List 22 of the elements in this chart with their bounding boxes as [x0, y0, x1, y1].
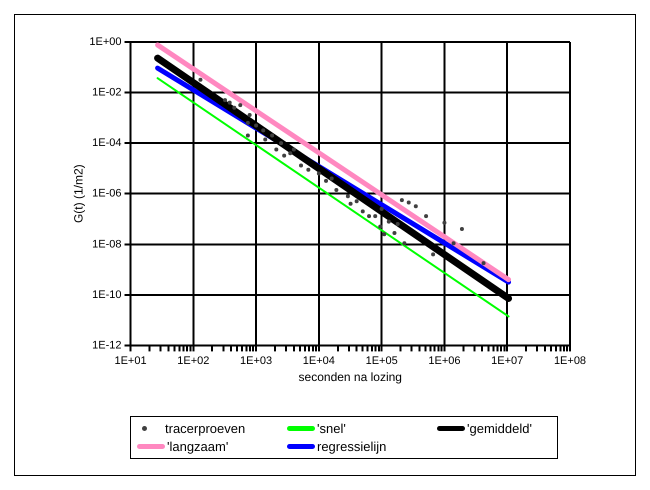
y-tick-label: 1E-06 [92, 188, 122, 200]
y-tick-label: 1E-12 [92, 339, 122, 352]
x-tick-label: 1E+07 [491, 355, 524, 368]
legend-label: 'langzaam' [167, 439, 228, 454]
x-tick-label: 1E+05 [366, 355, 398, 368]
y-tick-label: 1E-04 [92, 137, 122, 150]
y-tick-label: 1E+00 [89, 36, 122, 48]
legend-label: 'gemiddeld' [467, 421, 532, 436]
legend-label: 'snel' [317, 421, 346, 436]
x-tick-label: 1E+02 [177, 355, 210, 368]
y-axis-title: G(t) (1/m2) [72, 164, 86, 224]
x-tick-label: 1E+08 [554, 355, 586, 368]
x-tick-label: 1E+06 [428, 355, 460, 368]
y-tick-label: 1E-10 [92, 288, 122, 301]
x-tick-label: 1E+03 [240, 355, 272, 368]
legend-label: tracerproeven [165, 421, 246, 436]
legend-label: regressielijn [317, 439, 386, 454]
y-tick-label: 1E-08 [92, 238, 122, 250]
y-tick-label: 1E-02 [92, 86, 122, 99]
x-axis-title: seconden na lozing [298, 370, 402, 384]
x-tick-label: 1E+01 [114, 355, 147, 368]
x-tick-label: 1E+04 [302, 355, 335, 368]
